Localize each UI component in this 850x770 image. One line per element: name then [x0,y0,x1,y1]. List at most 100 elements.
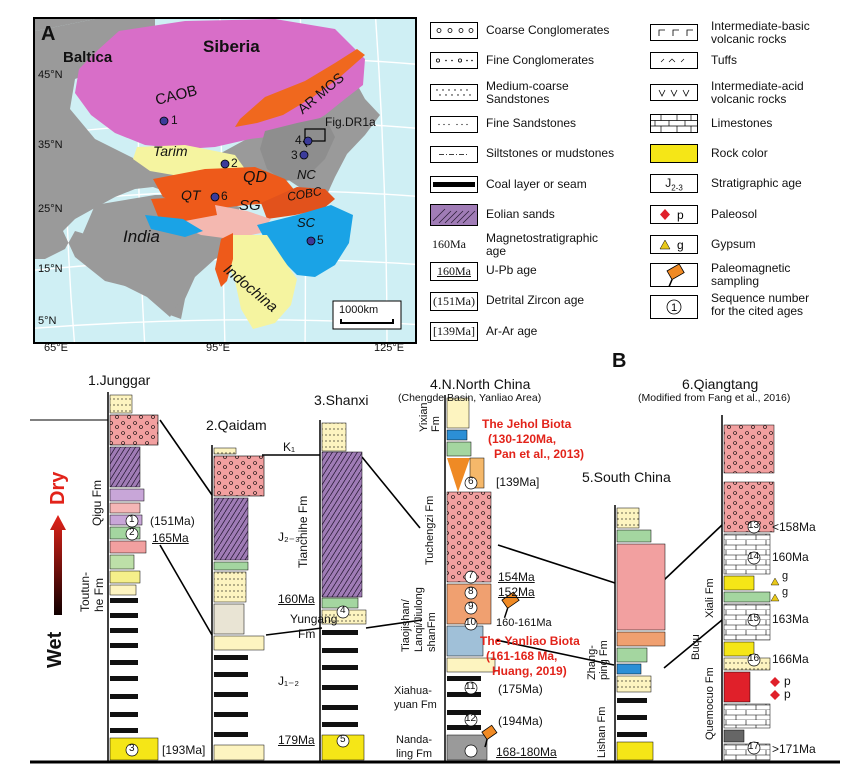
subtitle-north-china: (Chengde Basin, Yanliao Area) [398,392,542,404]
ar-mos-belt [235,49,365,127]
lon-label-65: 65°E [44,342,68,354]
legend-label-siltstone: Siltstones or mudstones [486,146,615,160]
svg-text:p: p [677,208,684,222]
legend-swatch-tuff [650,52,698,69]
yanliao-line2: (161-168 Ma, [486,649,558,663]
caob-region [75,19,365,149]
legend-swatch-siltstone [430,146,478,163]
legend-swatch-upb: 160Ma [430,262,478,281]
age-163: 163Ma [772,612,809,626]
column-north-china [444,395,520,762]
fm-yixian: Yixian [418,402,430,432]
site-label-3: 3 [291,148,298,162]
seq-8: 8 [468,586,474,597]
title-north-china: 4.N.North China [430,376,531,392]
indochina-block [225,235,297,329]
age-179: 179Ma [278,733,315,747]
legend-swatch-coal [430,176,478,193]
seq-12: 12 [465,713,477,724]
legend-label-fine-sandstone: Fine Sandstones [486,116,577,130]
age-194: (194Ma) [498,714,543,728]
fm-qigu: Qigu Fm [90,479,104,526]
wet-label: Wet [44,631,66,668]
fm-xiahuayuan-fm: yuan Fm [394,699,437,711]
age-160-161: 160-161Ma [496,617,552,629]
panel-a-label: A [41,23,56,45]
seq-14: 14 [748,551,760,562]
column-south-china [614,505,666,762]
age-139: [139Ma] [496,475,540,489]
legend-label-sequence-number: Sequence number for the cited ages [711,291,810,318]
legend-swatch-sampling [650,263,698,290]
age-193: [193Ma] [162,743,206,757]
lon-label-125: 125°E [374,342,405,354]
panel-a-map: A Baltica Siberia CAOB AR MOS Fig.DR1a T… [33,17,417,344]
fm-yungang: Yungang [290,612,338,626]
legend-swatch-eolian [430,204,478,226]
label-fig-dr1a: Fig.DR1a [325,115,376,129]
yanliao-line3: Huang, 2019) [492,664,567,678]
scale-bar-box [332,300,402,330]
label-india: India [123,227,160,246]
legend-label-coal: Coal layer or seam [486,177,587,191]
age-160-qt: 160Ma [772,550,809,564]
column-qiangtang [721,415,780,762]
legend-swatch-limestone [650,114,698,133]
legend-swatch-coarse-conglomerate [430,22,478,39]
age-151: (151Ma) [150,514,195,528]
panel-b-sections [30,392,840,764]
legend-swatch-rock-color [650,144,698,163]
legend-label-tuff: Tuffs [711,53,738,67]
jehol-line2: (130-120Ma, [488,432,557,446]
yanliao-line1: The Yanliao Biota [480,634,580,648]
age-166: 166Ma [772,652,809,666]
legend-swatch-fine-conglomerate [430,52,478,69]
column-qaidam [211,445,265,762]
orange-strip [215,233,233,287]
seq-11: 11 [465,681,476,692]
lat-label-35: 35°N [38,139,63,151]
fm-buqu: Buqu [690,634,702,660]
site-label-5: 5 [317,233,324,247]
fm-yixian-fm: Fm [430,416,442,432]
correlation-lines [159,419,723,669]
paleogeographic-map [35,19,415,342]
seq-17: 17 [748,741,760,752]
fm-nandaling: Nanda- [396,734,433,746]
site-label-6: 6 [221,189,228,203]
site-label-1: 1 [171,113,178,127]
legend-swatch-paleosol: p [650,205,698,224]
dry-label: Dry [47,471,69,505]
legend-label-acid-volcanic: Intermediate-acid volcanic rocks [711,79,804,106]
seq-4: 4 [340,605,346,616]
legend-swatch-acid-volcanic [650,84,698,101]
legend-label-paleosol: Paleosol [711,207,758,221]
svg-text:1: 1 [671,302,677,314]
column-junggar [107,392,159,762]
fm-tuchengzi: Tuchengzi Fm [424,495,436,565]
fm-zhangping: Zhang- [586,645,598,680]
seq-5: 5 [340,734,346,745]
fm-lishan: Lishan Fm [596,706,608,758]
gypsum-mark-1: g [782,570,789,582]
fm-tiaojishan: Tiaojishan/ [400,599,412,652]
column-shanxi [319,420,367,762]
strat-k1: K₁ [283,440,296,454]
age-lt158: <158Ma [772,520,816,534]
paleosol-mark-1: p [784,674,791,688]
cobc-belt [261,187,335,219]
age-165: 165Ma [152,531,189,545]
label-qt: QT [181,187,201,203]
label-qd: QD [243,169,267,186]
seq-15: 15 [748,613,760,624]
dry-wet-arrow [50,515,66,615]
legend-label-eolian: Eolian sands [486,207,555,221]
legend-swatch-basic-volcanic [650,24,698,41]
legend-label-ar-ar: Ar-Ar age [486,324,538,338]
legend-swatch-detrital-zircon: (151Ma) [430,292,478,311]
seq-10: 10 [465,617,477,628]
label-baltica: Baltica [63,49,113,66]
legend-label-fine-conglomerate: Fine Conglomerates [486,53,595,67]
site-label-4: 4 [295,133,302,147]
label-sg: SG [239,197,261,214]
